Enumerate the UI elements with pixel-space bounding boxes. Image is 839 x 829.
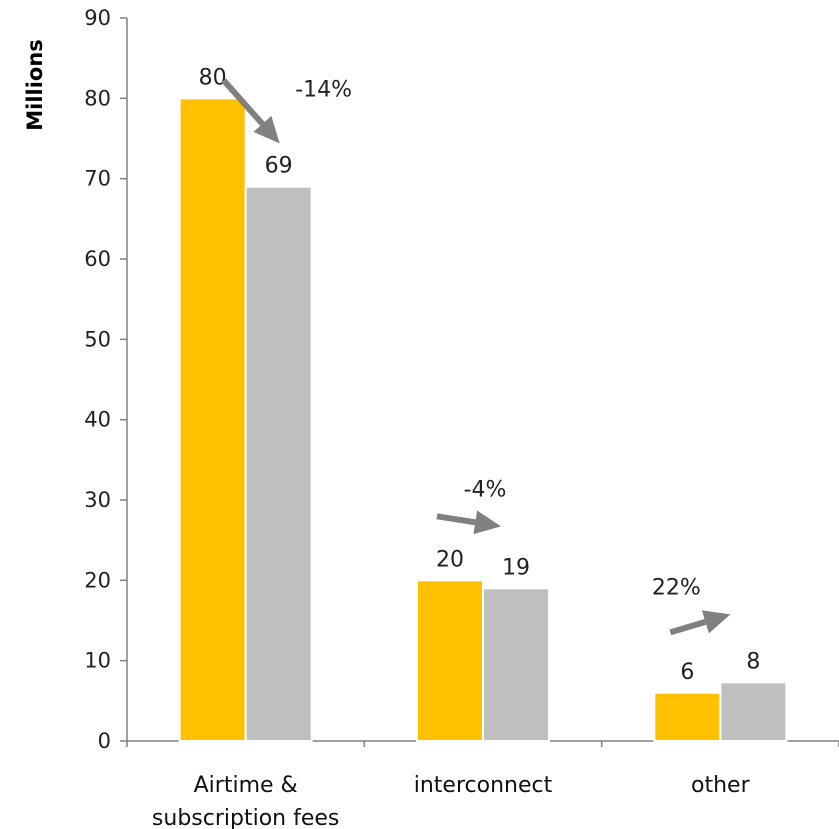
change-label: -4% [464,477,507,502]
category-label: Airtime & [194,773,298,798]
bar-value-label: 80 [199,65,227,90]
bar-value-label: 19 [502,555,530,580]
y-tick-label: 10 [84,649,111,673]
category-label: subscription fees [152,806,339,829]
y-tick-label: 60 [84,247,111,271]
y-ticks: 0 10 20 30 40 50 60 70 80 90 [84,6,127,753]
y-tick-label: 90 [84,6,111,30]
bar [719,681,788,743]
bars [178,97,788,743]
change-arrow-head [253,115,280,144]
bar-value-label: 20 [436,547,464,572]
y-tick-label: 50 [84,327,111,351]
y-tick-label: 40 [84,408,111,432]
y-tick-label: 80 [84,86,111,110]
bar [416,579,484,742]
bar [178,97,247,743]
bar-value-label: 69 [265,154,293,179]
change-arrow-shaft [221,78,265,126]
y-axis-label: Millions [23,39,47,131]
y-tick-label: 0 [98,729,111,753]
bar [482,587,550,742]
y-tick-label: 30 [84,488,111,512]
change-arrow-shaft [669,618,707,636]
change-arrow-head [701,610,731,634]
change-label: -14% [295,77,352,102]
category-label: other [691,773,751,798]
y-tick-label: 70 [84,167,111,191]
bar-value-label: 8 [746,649,760,674]
change-arrow-shaft [436,513,476,526]
change-annotations: -14% -4% 22% [221,77,731,636]
bar [653,691,722,742]
y-tick-label: 20 [84,568,111,592]
category-labels: Airtime & subscription fees interconnect ot… [152,773,751,829]
data-labels: 80 69 20 19 6 8 [199,65,761,684]
change-arrow-head [473,510,501,535]
bar-value-label: 6 [680,660,694,685]
bar [244,185,313,742]
change-label: 22% [652,575,701,600]
category-label: interconnect [414,773,553,798]
